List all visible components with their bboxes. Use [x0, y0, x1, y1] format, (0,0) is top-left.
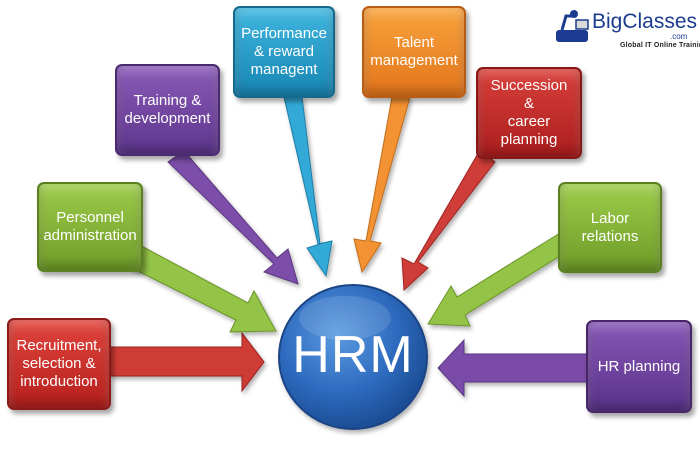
arrow-performance — [283, 96, 333, 278]
logo-name: BigClasses — [592, 10, 698, 33]
logo-mark-icon — [556, 10, 589, 42]
logo-tagline: Global IT Online Training — [620, 42, 700, 49]
hrm-circle — [278, 284, 428, 430]
arrow-talent — [353, 96, 411, 274]
hrm-center-label: HRM — [292, 326, 414, 384]
arrow-hr-planning — [437, 338, 589, 398]
box-labor-relations: Labor relations — [558, 182, 662, 273]
box-personnel-administration: Personnel administration — [37, 182, 143, 272]
box-performance-reward: Performance & reward managent — [233, 6, 335, 98]
box-performance-label: Performance & reward managent — [241, 25, 327, 78]
logo-domain: .com — [670, 32, 688, 41]
hrm-circle-highlight — [299, 296, 391, 340]
arrow-labor — [427, 232, 569, 327]
arrow-training — [167, 150, 299, 285]
box-training-development: Training & development — [115, 64, 220, 156]
box-hr-planning-label: HR planning — [597, 357, 681, 375]
box-hr-planning: HR planning — [586, 320, 692, 413]
arrow-recruitment — [109, 331, 265, 393]
box-recruitment: Recruitment, selection & introduction — [7, 318, 111, 410]
box-succession-label: Succession & career planning — [490, 77, 568, 148]
box-personnel-label: Personnel administration — [43, 209, 137, 244]
box-training-label: Training & development — [124, 92, 211, 127]
bigclasses-logo: BigClasses .com Global IT Online Trainin… — [552, 4, 700, 54]
box-talent-label: Talent management — [370, 34, 458, 69]
arrow-succession — [401, 149, 496, 292]
box-talent-management: Talent management — [362, 6, 466, 98]
box-succession-planning: Succession & career planning — [476, 67, 582, 159]
box-labor-label: Labor relations — [581, 209, 639, 245]
box-recruitment-label: Recruitment, selection & introduction — [16, 337, 102, 390]
arrow-personnel — [119, 240, 277, 333]
